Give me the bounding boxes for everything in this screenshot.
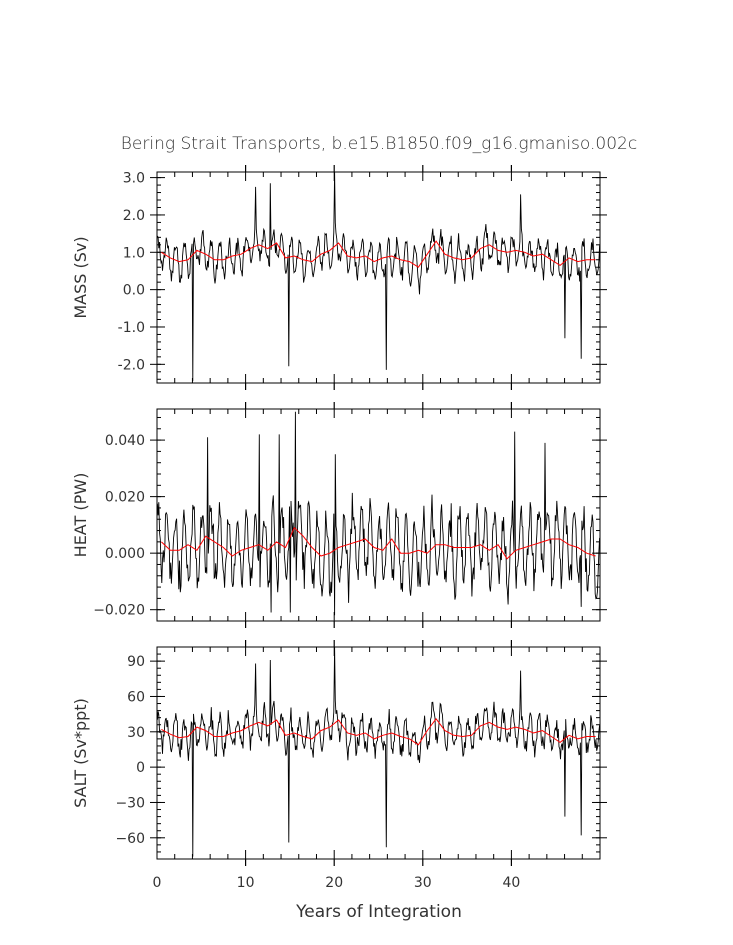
- mass-y-tick-label: 2.0: [123, 208, 145, 224]
- x-tick-label: 10: [237, 875, 255, 891]
- heat-y-axis-label: HEAT (PW): [71, 473, 90, 558]
- x-tick-label: 40: [502, 875, 520, 891]
- mass-y-tick-label: 1.0: [123, 245, 145, 261]
- salt-y-axis-label: SALT (Sv*ppt): [71, 698, 90, 808]
- mass-y-tick-label: 0.0: [123, 283, 145, 299]
- heat-panel: −0.020 0.000 0.020 0.040 HEAT (PW): [71, 402, 607, 628]
- salt-y-tick-label: −30: [115, 795, 145, 811]
- mass-annual-mean-line: [161, 240, 596, 268]
- salt-monthly-series-line: [157, 647, 600, 857]
- mass-panel: -2.0 -1.0 0.0 1.0 2.0 3.0 MASS (Sv): [71, 165, 607, 390]
- salt-y-tick-label: 30: [127, 725, 145, 741]
- salt-y-tick-label: 60: [127, 689, 145, 705]
- salt-annual-mean-line: [161, 717, 596, 746]
- mass-y-tick-label: 3.0: [123, 171, 145, 187]
- mass-plot-frame: [156, 171, 601, 384]
- heat-y-tick-label: 0.040: [105, 433, 145, 449]
- heat-annual-mean-line: [161, 526, 596, 560]
- mass-monthly-series-line: [157, 172, 600, 382]
- heat-y-tick-label: 0.000: [105, 546, 145, 562]
- salt-panel: −60 −30 0 30 60 90 SALT (Sv*ppt) 0 10 20 30 40: [71, 640, 607, 891]
- x-tick-label: 30: [414, 875, 432, 891]
- heat-y-tick-label: 0.020: [105, 490, 145, 506]
- chart-title: Bering Strait Transports, b.e15.B1850.f0…: [121, 134, 637, 154]
- x-axis-label: Years of Integration: [295, 902, 462, 922]
- heat-plot-frame: [156, 408, 601, 622]
- mass-y-tick-label: -2.0: [118, 357, 145, 373]
- heat-monthly-series-line: [157, 411, 600, 616]
- heat-y-tick-label: −0.020: [93, 603, 145, 619]
- salt-y-tick-label: 0: [136, 760, 145, 776]
- x-tick-label: 0: [153, 875, 162, 891]
- mass-y-tick-label: -1.0: [118, 320, 145, 336]
- salt-y-tick-label: 90: [127, 654, 145, 670]
- x-tick-label: 20: [325, 875, 343, 891]
- salt-y-tick-label: −60: [115, 831, 145, 847]
- mass-y-axis-label: MASS (Sv): [71, 236, 90, 318]
